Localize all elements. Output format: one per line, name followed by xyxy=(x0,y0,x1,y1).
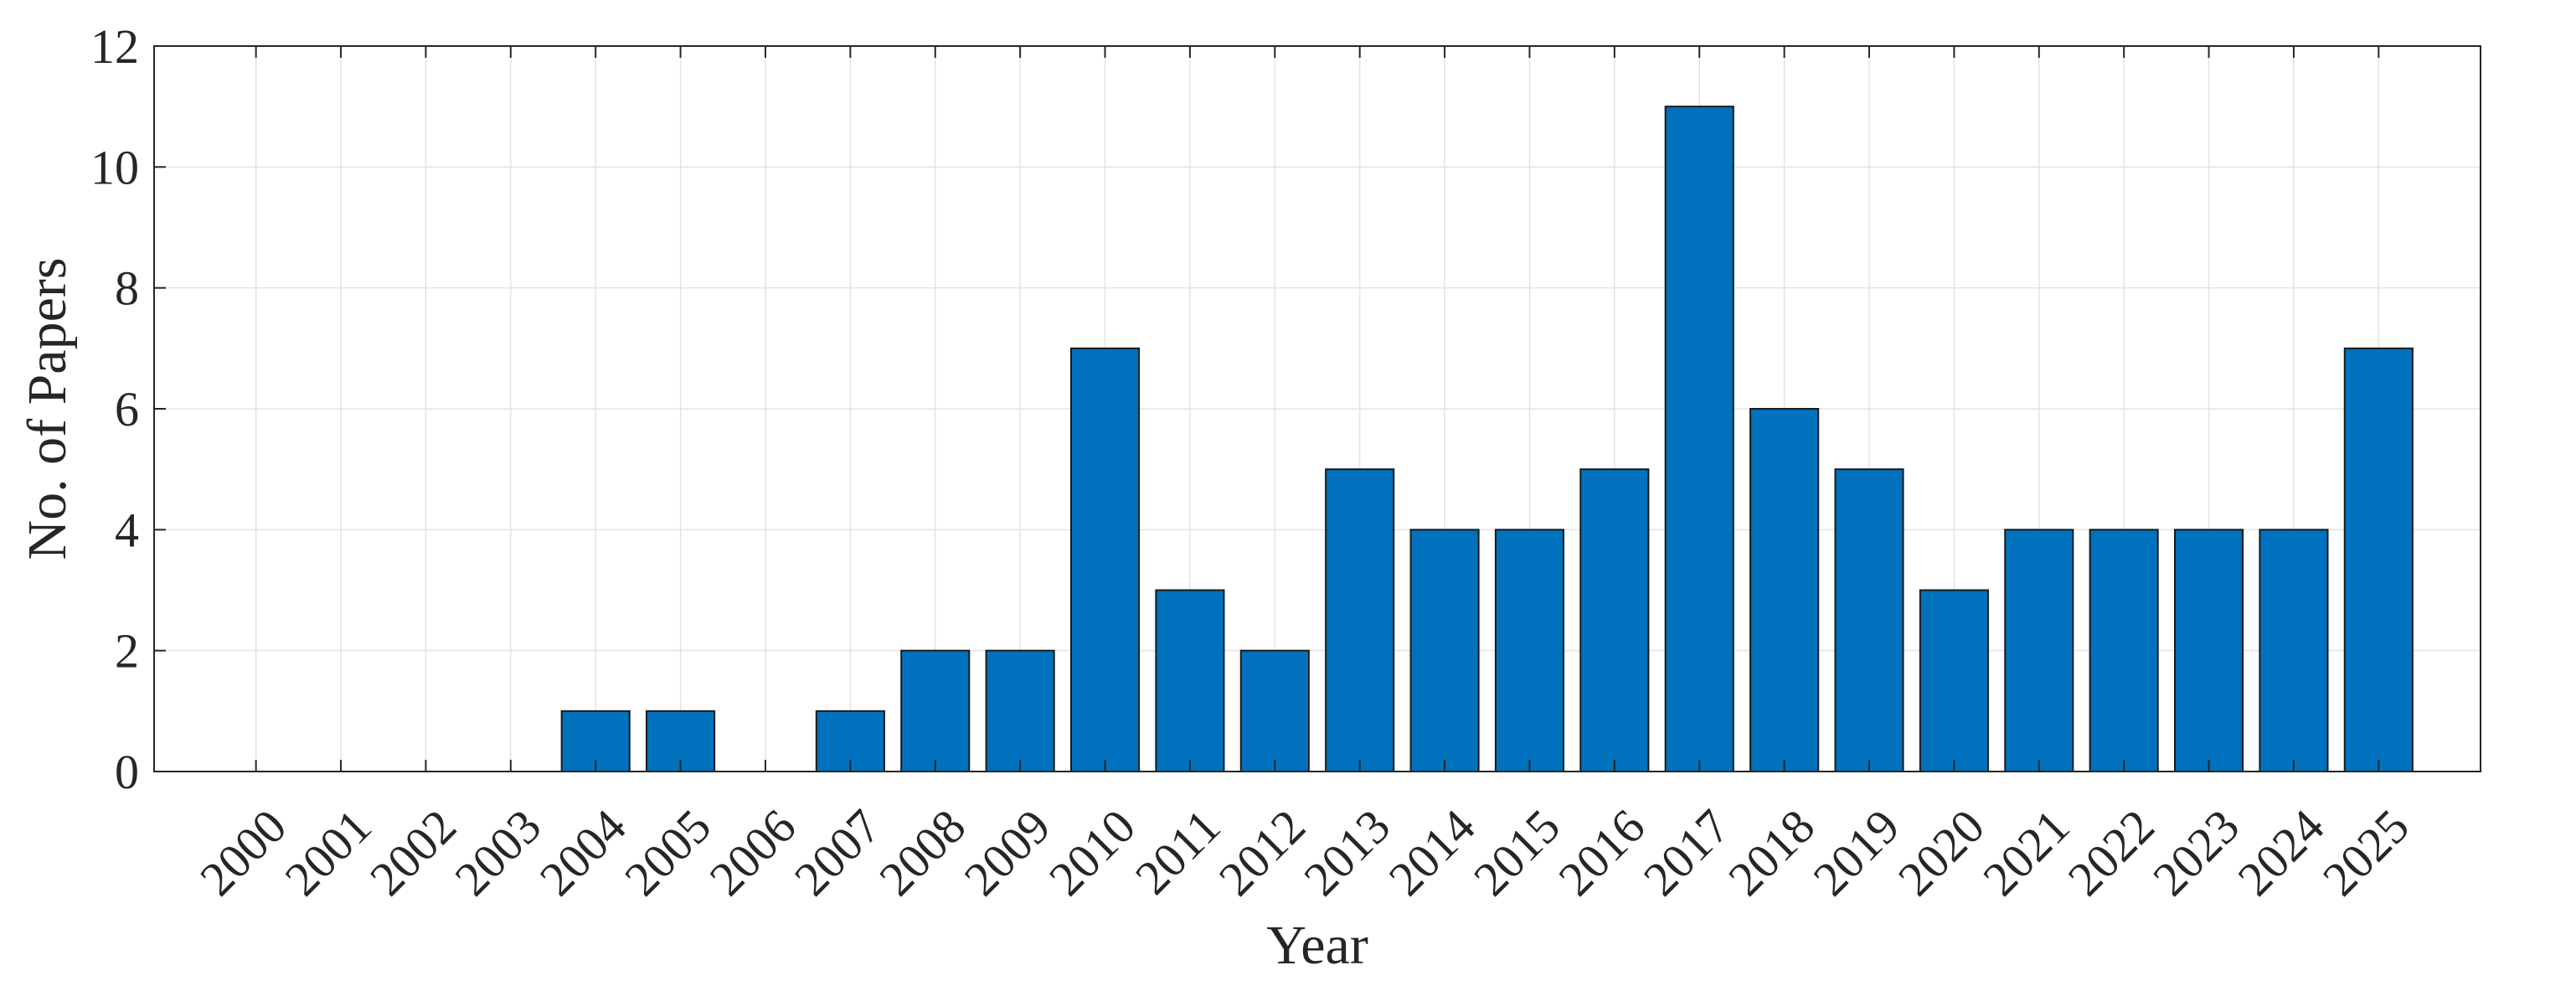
y-tick-label: 2 xyxy=(115,624,139,679)
x-tick-label: 2002 xyxy=(359,799,466,906)
bar-2024 xyxy=(2259,529,2329,772)
x-tick-label: 2018 xyxy=(1718,799,1825,906)
x-tick-label: 2006 xyxy=(699,799,806,906)
bar-2021 xyxy=(2004,529,2074,772)
bar-2023 xyxy=(2174,529,2244,772)
y-tick-label: 12 xyxy=(90,19,139,74)
bar-2016 xyxy=(1579,468,1650,773)
y-axis-label: No. of Papers xyxy=(17,257,78,560)
x-tick-label: 2004 xyxy=(529,799,636,906)
x-tick-label: 2019 xyxy=(1803,799,1910,906)
bar-2008 xyxy=(900,649,971,773)
x-tick-label: 2000 xyxy=(189,799,296,906)
bar-2011 xyxy=(1155,589,1225,772)
bar-2019 xyxy=(1834,468,1904,773)
bar-2025 xyxy=(2343,347,2414,772)
x-tick-label: 2014 xyxy=(1378,799,1486,906)
x-tick-label: 2009 xyxy=(954,799,1061,906)
x-tick-label: 2001 xyxy=(275,799,382,906)
bar-2009 xyxy=(985,649,1055,773)
x-tick-label: 2023 xyxy=(2142,799,2249,906)
y-tick-label: 8 xyxy=(115,261,139,316)
x-tick-label: 2005 xyxy=(614,799,721,906)
x-tick-label: 2021 xyxy=(1972,799,2079,906)
y-tick-label: 10 xyxy=(90,140,139,194)
x-tick-label: 2025 xyxy=(2312,799,2419,906)
bar-2017 xyxy=(1664,106,1734,772)
x-axis-label: Year xyxy=(1266,915,1368,976)
bar-2013 xyxy=(1325,468,1395,773)
x-tick-label: 2015 xyxy=(1463,799,1570,906)
x-tick-label: 2008 xyxy=(868,799,976,906)
x-tick-label: 2011 xyxy=(1125,799,1230,905)
axis-ticks xyxy=(154,45,2380,772)
bar-2014 xyxy=(1409,529,1480,772)
y-tick-label: 6 xyxy=(115,382,139,436)
x-tick-label: 2003 xyxy=(444,799,551,906)
bar-2018 xyxy=(1749,408,1820,772)
bar-2022 xyxy=(2089,529,2159,772)
bars xyxy=(560,106,2414,773)
bar-2020 xyxy=(1919,589,1989,772)
x-tick-label: 2010 xyxy=(1038,799,1146,906)
y-tick-label: 0 xyxy=(115,745,139,799)
x-tick-labels: 2000200120022003200420052006200720082009… xyxy=(189,799,2419,906)
x-tick-label: 2016 xyxy=(1548,799,1655,906)
x-tick-label: 2022 xyxy=(2058,799,2165,906)
x-tick-label: 2020 xyxy=(1888,799,1995,906)
y-tick-label: 4 xyxy=(115,503,139,557)
bar-2015 xyxy=(1494,529,1565,772)
x-tick-label: 2017 xyxy=(1633,799,1740,906)
x-tick-label: 2012 xyxy=(1208,799,1316,906)
x-tick-label: 2013 xyxy=(1293,799,1400,906)
y-tick-labels: 0 2 4 6 8 10 12 xyxy=(90,19,139,799)
bar-2010 xyxy=(1069,347,1141,772)
x-tick-label: 2007 xyxy=(784,799,891,906)
x-tick-label: 2024 xyxy=(2228,799,2335,906)
bar-2012 xyxy=(1239,649,1310,773)
